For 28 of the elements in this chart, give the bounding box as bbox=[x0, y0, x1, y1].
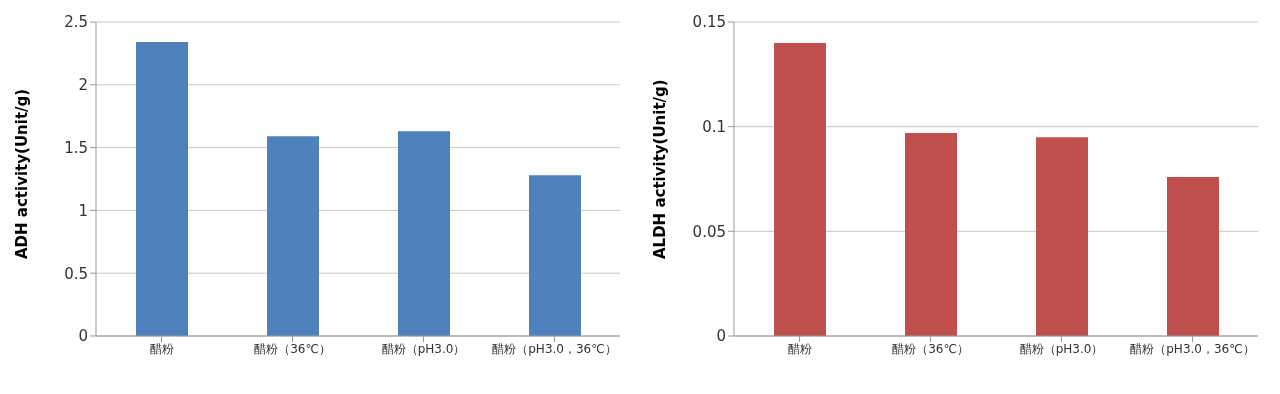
x-tick-label: 醋粉（36℃） bbox=[254, 341, 331, 356]
y-tick-label: 2 bbox=[78, 76, 88, 95]
x-tick-label: 醋粉（pH3.0） bbox=[381, 341, 466, 356]
bar bbox=[1036, 137, 1088, 336]
y-tick-label: 0.15 bbox=[692, 13, 726, 32]
x-tick-label: 醋粉（pH3.0） bbox=[1019, 341, 1104, 356]
x-tick-label: 醋粉 bbox=[787, 341, 812, 356]
bar bbox=[136, 42, 188, 336]
x-tick-label: 醋粉（pH3.0，36℃） bbox=[1130, 341, 1255, 356]
y-tick-label: 0 bbox=[78, 327, 88, 346]
bar bbox=[1167, 176, 1219, 336]
y-tick-label: 0 bbox=[716, 327, 726, 346]
y-tick-label: 2.5 bbox=[64, 13, 88, 32]
bar bbox=[267, 136, 319, 336]
bar bbox=[398, 131, 450, 336]
y-tick-label: 0.5 bbox=[64, 264, 88, 283]
y-axis-title: ALDH activity(Unit/g) bbox=[651, 79, 670, 259]
y-tick-label: 0.1 bbox=[702, 117, 726, 136]
x-tick-label: 醋粉 bbox=[149, 341, 174, 356]
y-tick-label: 1 bbox=[78, 201, 88, 220]
y-tick-label: 0.05 bbox=[692, 222, 726, 241]
y-axis-title: ADH activity(Unit/g) bbox=[13, 88, 32, 259]
y-tick-label: 1.5 bbox=[64, 138, 88, 157]
bar bbox=[529, 175, 581, 336]
x-tick-label: 醋粉（pH3.0，36℃） bbox=[492, 341, 617, 356]
x-tick-label: 醋粉（36℃） bbox=[892, 341, 969, 356]
bar bbox=[774, 42, 826, 336]
bar bbox=[905, 132, 957, 336]
